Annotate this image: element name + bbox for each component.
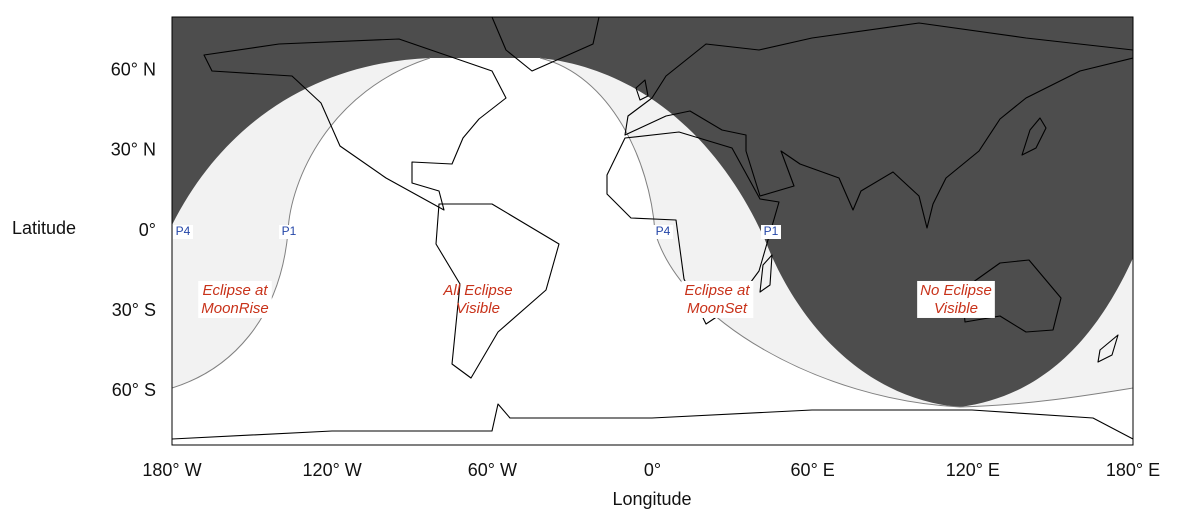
- x-tick-label: 0°: [644, 460, 661, 480]
- contact-label: P4: [656, 224, 671, 238]
- x-axis-label: Longitude: [612, 489, 691, 509]
- label-background: [198, 280, 272, 318]
- label-background: [681, 280, 754, 318]
- eurasia: [624, 22, 1133, 229]
- p4-curve: [539, 57, 1133, 408]
- y-tick-label: 30° S: [112, 300, 156, 320]
- y-tick-label: 60° N: [111, 60, 156, 80]
- region-label-line: All Eclipse: [442, 282, 512, 299]
- region-label-line: MoonSet: [687, 300, 748, 317]
- map-frame: [171, 16, 1134, 446]
- new-zealand: [1097, 334, 1119, 363]
- japan: [1021, 117, 1047, 156]
- full-visibility-region: [172, 58, 1133, 445]
- y-tick-label: 30° N: [111, 140, 156, 160]
- contact-background: [761, 225, 781, 239]
- region-label-line: Visible: [934, 300, 978, 317]
- britain: [635, 79, 649, 101]
- label-background: [917, 280, 995, 318]
- north-america: [203, 38, 507, 211]
- x-tick-label: 180° E: [1106, 460, 1160, 480]
- x-tick-label: 180° W: [142, 460, 201, 480]
- region-label-line: No Eclipse: [920, 282, 992, 299]
- region-label-line: Eclipse at: [202, 282, 268, 299]
- australia: [961, 259, 1062, 333]
- x-tick-label: 120° W: [303, 460, 362, 480]
- contact-background: [653, 225, 673, 239]
- greenland: [491, 17, 600, 72]
- region-label-line: MoonRise: [201, 300, 269, 317]
- region-label-line: Visible: [456, 300, 500, 317]
- y-tick-label: 0°: [139, 220, 156, 240]
- contact-background: [279, 225, 299, 239]
- x-tick-label: 60° E: [791, 460, 835, 480]
- region-label-line: Eclipse at: [684, 282, 750, 299]
- y-axis-label: Latitude: [12, 218, 76, 238]
- antarctica: [172, 403, 1133, 440]
- contact-label: P4: [176, 224, 191, 238]
- madagascar: [759, 254, 773, 293]
- map-area: [172, 17, 1133, 445]
- x-tick-label: 120° E: [946, 460, 1000, 480]
- contact-background: [173, 225, 193, 239]
- contact-label: P1: [764, 224, 779, 238]
- contact-label: P1: [282, 224, 297, 238]
- night-region: [172, 17, 1133, 407]
- y-tick-label: 60° S: [112, 380, 156, 400]
- south-america: [435, 203, 560, 379]
- x-tick-label: 60° W: [468, 460, 517, 480]
